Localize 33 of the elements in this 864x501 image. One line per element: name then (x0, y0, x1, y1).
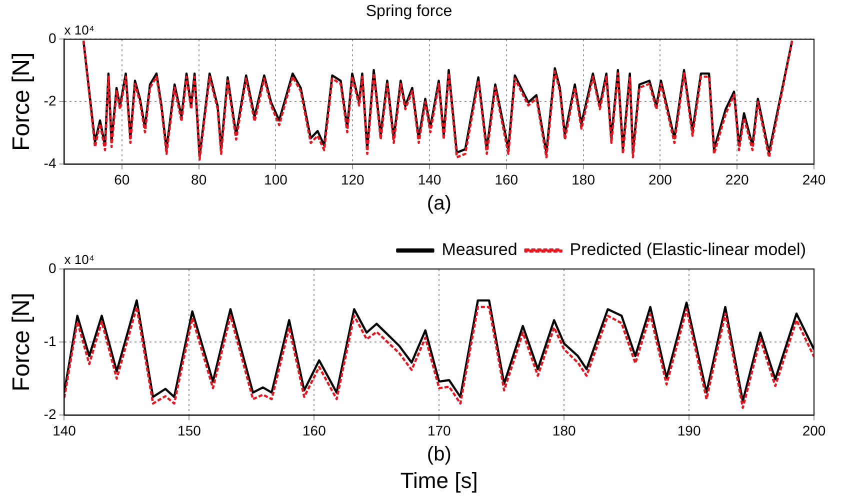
x-tick-label: 200 (802, 422, 826, 438)
x-tick-label: 240 (802, 171, 826, 188)
text: (b) (426, 444, 452, 466)
x-tick-label: 220 (725, 171, 749, 188)
y-tick-label: 0 (48, 260, 56, 276)
x-tick-label: 160 (302, 422, 326, 438)
y-tick-label: -2 (44, 92, 56, 109)
x-tick-label: 200 (648, 171, 672, 188)
x-tick-label: 160 (494, 171, 518, 188)
x-tick-label: 100 (264, 171, 288, 188)
y-axis-title: Force [N] (8, 292, 36, 392)
y-tick-label: -4 (44, 155, 56, 172)
x-tick-label: 150 (178, 422, 202, 438)
y-tick-label: -2 (44, 406, 56, 422)
x-tick-label: 60 (114, 171, 130, 188)
x-tick-label: 180 (552, 422, 576, 438)
y-tick-label: 0 (48, 30, 56, 46)
legend-label: Predicted (Elastic-linear model) (570, 240, 806, 260)
y-tick-label: -1 (44, 332, 56, 349)
x-axis-title: Time [s] (400, 468, 478, 494)
x-tick-label: 120 (340, 171, 365, 188)
chart-title: Spring force (366, 3, 452, 20)
x-tick-label: 170 (427, 422, 452, 438)
x-tick-label: 140 (52, 422, 76, 438)
y-axis-title: Force [N] (8, 52, 36, 152)
x-tick-label: 180 (572, 171, 596, 188)
x-tick-label: 80 (191, 171, 207, 188)
text: (a) (426, 192, 452, 215)
x-tick-label: 190 (677, 422, 701, 438)
x-tick-label: 140 (418, 171, 442, 188)
legend-label: Measured (442, 240, 518, 260)
text: x 10⁴ (64, 252, 94, 268)
text: x 10⁴ (64, 22, 94, 38)
